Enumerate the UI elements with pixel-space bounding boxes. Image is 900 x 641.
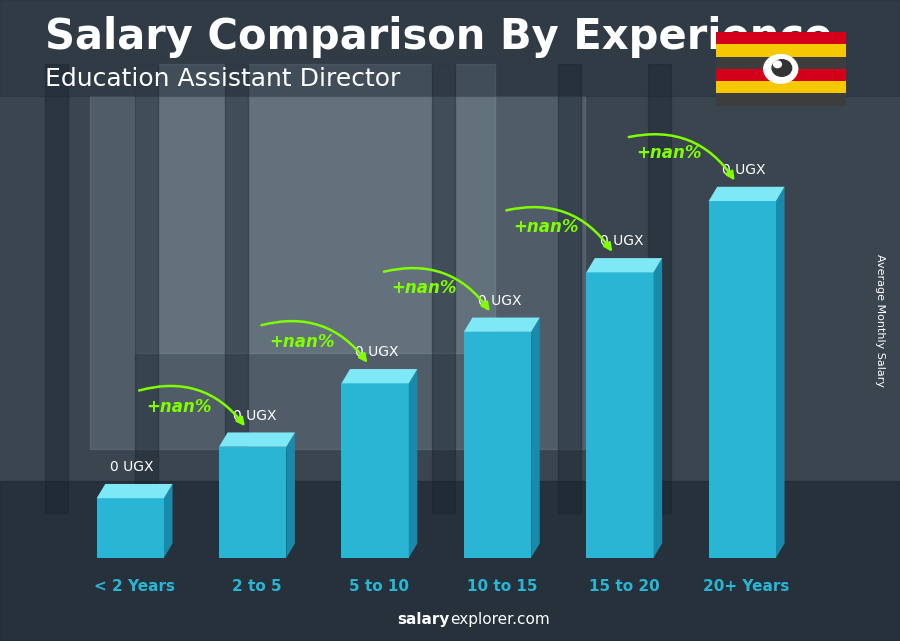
Circle shape: [774, 61, 781, 67]
Text: 0 UGX: 0 UGX: [111, 460, 154, 474]
Bar: [0, 481, 900, 641]
Polygon shape: [96, 484, 173, 498]
Bar: [96, 498, 164, 558]
Text: 20+ Years: 20+ Years: [704, 579, 790, 594]
Polygon shape: [586, 258, 662, 272]
Bar: [716, 56, 846, 69]
Bar: [225, 64, 248, 513]
Bar: [90, 96, 585, 449]
Polygon shape: [409, 369, 418, 558]
Text: 0 UGX: 0 UGX: [233, 408, 276, 422]
Text: < 2 Years: < 2 Years: [94, 579, 176, 594]
Text: 0 UGX: 0 UGX: [723, 163, 766, 177]
Text: Average Monthly Salary: Average Monthly Salary: [875, 254, 886, 387]
Polygon shape: [341, 369, 418, 383]
Text: explorer.com: explorer.com: [450, 612, 550, 627]
Text: salary: salary: [398, 612, 450, 627]
Bar: [586, 272, 653, 558]
Text: +nan%: +nan%: [392, 279, 457, 297]
Bar: [135, 64, 158, 513]
Polygon shape: [464, 317, 540, 332]
Bar: [341, 383, 409, 558]
Circle shape: [772, 60, 792, 76]
Text: 0 UGX: 0 UGX: [478, 294, 521, 308]
Bar: [0, 0, 900, 96]
Bar: [716, 32, 846, 44]
Polygon shape: [776, 187, 785, 558]
Bar: [219, 447, 286, 558]
Bar: [716, 81, 846, 94]
Text: +nan%: +nan%: [147, 398, 212, 416]
Bar: [716, 69, 846, 81]
Bar: [708, 201, 776, 558]
Text: Education Assistant Director: Education Assistant Director: [45, 67, 400, 91]
Bar: [45, 64, 68, 513]
Text: 2 to 5: 2 to 5: [232, 579, 282, 594]
Text: +nan%: +nan%: [636, 144, 702, 162]
Polygon shape: [653, 258, 662, 558]
Bar: [716, 94, 846, 106]
Text: +nan%: +nan%: [514, 218, 580, 236]
Circle shape: [764, 54, 797, 83]
Bar: [558, 64, 580, 513]
Text: Salary Comparison By Experience: Salary Comparison By Experience: [45, 16, 832, 58]
Text: 10 to 15: 10 to 15: [466, 579, 537, 594]
Bar: [464, 332, 531, 558]
Text: 5 to 10: 5 to 10: [349, 579, 410, 594]
Bar: [135, 64, 495, 353]
Bar: [648, 64, 670, 513]
Bar: [432, 64, 454, 513]
Polygon shape: [286, 433, 295, 558]
Polygon shape: [531, 317, 540, 558]
Polygon shape: [164, 484, 173, 558]
Polygon shape: [219, 433, 295, 447]
Bar: [716, 44, 846, 56]
Polygon shape: [708, 187, 785, 201]
Text: 0 UGX: 0 UGX: [600, 234, 644, 248]
Text: 0 UGX: 0 UGX: [356, 345, 399, 359]
Text: +nan%: +nan%: [269, 333, 335, 351]
Text: 15 to 20: 15 to 20: [589, 579, 660, 594]
